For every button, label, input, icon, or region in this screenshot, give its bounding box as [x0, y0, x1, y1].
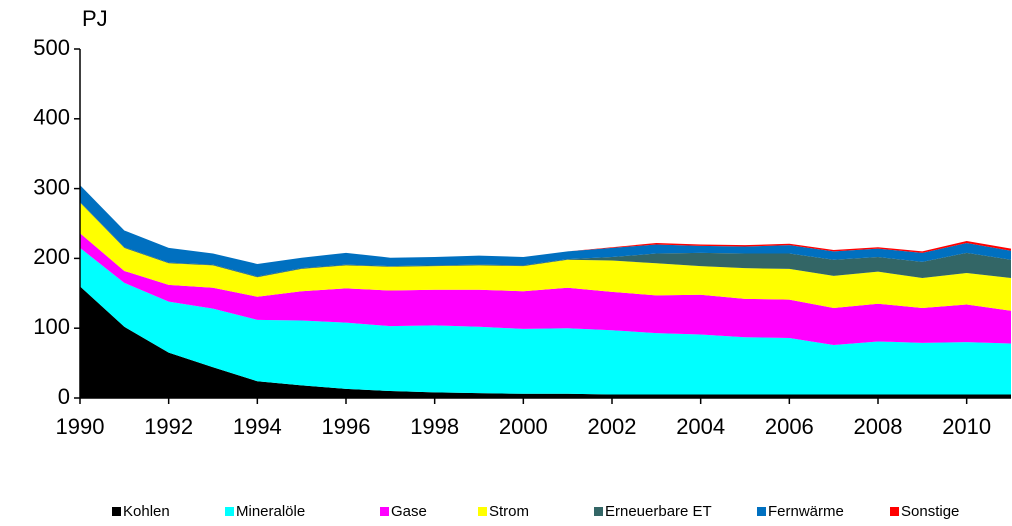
x-tick-label: 1998 [410, 414, 459, 439]
legend-swatch [478, 507, 487, 516]
legend-swatch [890, 507, 899, 516]
area [80, 247, 1011, 395]
area [80, 233, 1011, 345]
legend-swatch [380, 507, 389, 516]
y-tick-label: 200 [33, 244, 70, 269]
x-tick-label: 2002 [588, 414, 637, 439]
x-tick-label: 2004 [676, 414, 725, 439]
y-tick-label: 500 [33, 35, 70, 60]
area [80, 185, 1011, 264]
legend-label: Sonstige [901, 503, 959, 520]
legend-label: Erneuerbare ET [605, 503, 712, 520]
area [80, 201, 1011, 278]
x-tick-label: 1994 [233, 414, 282, 439]
legend-label: Strom [489, 503, 529, 520]
legend-swatch [594, 507, 603, 516]
x-tick-label: 2006 [765, 414, 814, 439]
x-tick-label: 2010 [942, 414, 991, 439]
area [80, 185, 1011, 277]
area [80, 202, 1011, 311]
legend-swatch [757, 507, 766, 516]
legend-swatch [225, 507, 234, 516]
area [80, 286, 1011, 398]
y-axis-label: PJ [82, 6, 108, 31]
x-tick-label: 2000 [499, 414, 548, 439]
x-tick-label: 1996 [322, 414, 371, 439]
y-tick-label: 100 [33, 314, 70, 339]
x-tick-label: 1992 [144, 414, 193, 439]
legend-label: Mineralöle [236, 503, 305, 520]
legend-label: Kohlen [123, 503, 170, 520]
legend-label: Fernwärme [768, 503, 844, 520]
y-tick-label: 400 [33, 105, 70, 130]
y-tick-label: 300 [33, 174, 70, 199]
legend-swatch [112, 507, 121, 516]
x-tick-label: 2008 [854, 414, 903, 439]
x-tick-label: 1990 [56, 414, 105, 439]
legend-label: Gase [391, 503, 427, 520]
y-tick-label: 0 [58, 384, 70, 409]
